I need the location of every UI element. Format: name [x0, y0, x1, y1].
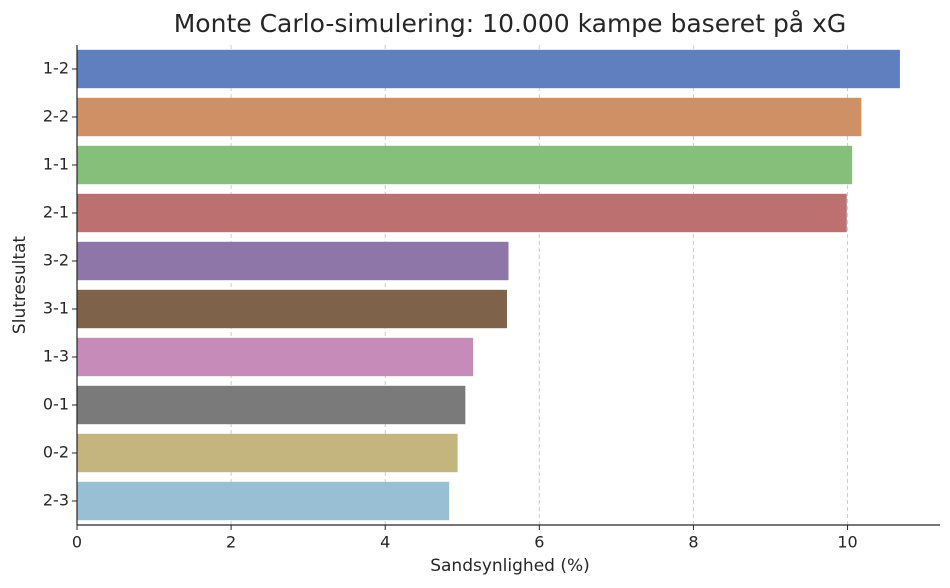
- bar: [77, 97, 862, 137]
- y-tick-label: 2-3: [43, 491, 69, 510]
- bar: [77, 145, 853, 185]
- y-tick-label: 2-2: [43, 107, 69, 126]
- x-tick-label: 0: [72, 533, 82, 552]
- y-axis-label: Slutresultat: [10, 236, 30, 334]
- bar: [77, 193, 847, 233]
- y-tick-label: 3-1: [43, 299, 69, 318]
- y-tick-label: 2-1: [43, 203, 69, 222]
- bar: [77, 289, 507, 329]
- x-axis-label: Sandsynlighed (%): [430, 556, 590, 576]
- y-tick-label: 3-2: [43, 251, 69, 270]
- x-tick-label: 6: [534, 533, 544, 552]
- bar: [77, 337, 474, 377]
- y-tick-label: 1-3: [43, 347, 69, 366]
- x-tick-label: 10: [837, 533, 857, 552]
- bar: [77, 481, 450, 521]
- y-tick-label: 1-1: [43, 155, 69, 174]
- y-tick-label: 0-2: [43, 443, 69, 462]
- x-tick-label: 2: [226, 533, 236, 552]
- bar: [77, 241, 509, 281]
- bar: [77, 385, 466, 425]
- chart-title: Monte Carlo-simulering: 10.000 kampe bas…: [174, 9, 847, 38]
- x-tick-label: 8: [688, 533, 698, 552]
- y-tick-label: 0-1: [43, 395, 69, 414]
- bar: [77, 433, 458, 473]
- y-tick-label: 1-2: [43, 59, 69, 78]
- bar: [77, 49, 900, 89]
- x-tick-label: 4: [380, 533, 390, 552]
